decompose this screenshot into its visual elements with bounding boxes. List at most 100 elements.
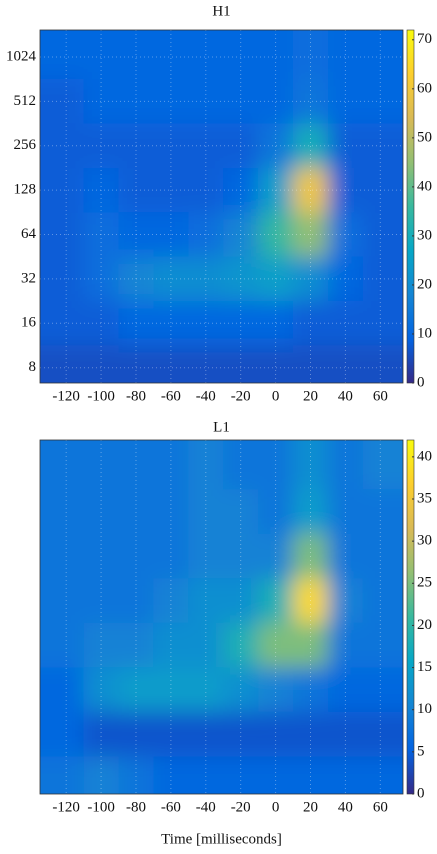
heat-cell bbox=[258, 301, 294, 347]
heat-cell bbox=[153, 79, 189, 125]
heat-cell bbox=[118, 123, 154, 169]
heat-cell bbox=[118, 440, 154, 490]
plot-area bbox=[40, 440, 403, 794]
heat-cell bbox=[83, 622, 120, 668]
heat-cell bbox=[327, 301, 364, 347]
x-tick-label: -100 bbox=[87, 799, 115, 815]
y-tick-label: 128 bbox=[14, 182, 37, 198]
heat-cell bbox=[327, 489, 364, 535]
heat-cell bbox=[118, 167, 154, 213]
heat-cell bbox=[223, 489, 259, 535]
heat-cell bbox=[188, 123, 224, 169]
heat-cell bbox=[153, 30, 189, 80]
heat-cell bbox=[327, 345, 364, 383]
heat-cell bbox=[153, 123, 189, 169]
heat-cell bbox=[327, 622, 364, 668]
heat-cell bbox=[223, 30, 259, 80]
heat-cell bbox=[327, 167, 364, 213]
heat-cell bbox=[188, 212, 224, 258]
heat-cell bbox=[40, 79, 85, 125]
heat-cell bbox=[327, 30, 364, 80]
heat-cell bbox=[258, 711, 294, 757]
x-tick-label: 0 bbox=[272, 388, 280, 404]
heat-cell bbox=[293, 533, 329, 579]
y-tick-label: 8 bbox=[29, 359, 37, 375]
heat-cell bbox=[362, 167, 403, 213]
heat-cell bbox=[153, 756, 189, 794]
heat-cell bbox=[223, 440, 259, 490]
heat-cell bbox=[40, 489, 85, 535]
heat-cell bbox=[223, 533, 259, 579]
heat-cell bbox=[293, 345, 329, 383]
heat-cell bbox=[362, 440, 403, 490]
heat-cell bbox=[118, 533, 154, 579]
x-tick-label: -120 bbox=[52, 799, 80, 815]
x-tick-label: -120 bbox=[52, 388, 80, 404]
heat-cell bbox=[258, 489, 294, 535]
heat-cell bbox=[293, 667, 329, 713]
y-tick-label: 16 bbox=[21, 315, 37, 331]
heat-cell bbox=[153, 256, 189, 302]
heat-cell bbox=[258, 30, 294, 80]
heat-cell bbox=[327, 79, 364, 125]
heat-cell bbox=[258, 440, 294, 490]
heat-cell bbox=[153, 578, 189, 624]
heat-cell bbox=[327, 212, 364, 258]
colorbar-tick-label: 35 bbox=[417, 490, 432, 506]
heat-cell bbox=[83, 533, 120, 579]
heat-cell bbox=[40, 440, 85, 490]
x-axis-label: Time [milliseconds] bbox=[161, 831, 282, 847]
heat-cell bbox=[293, 256, 329, 302]
x-tick-label: 40 bbox=[338, 799, 353, 815]
heat-cell bbox=[223, 667, 259, 713]
heat-cell bbox=[83, 756, 120, 794]
heat-cell bbox=[188, 301, 224, 347]
y-tick-label: 1024 bbox=[6, 48, 37, 64]
heat-cell bbox=[362, 667, 403, 713]
heat-cell bbox=[188, 622, 224, 668]
heat-cell bbox=[40, 756, 85, 794]
colorbar-tick-label: 70 bbox=[417, 31, 432, 47]
colorbar-tick-label: 0 bbox=[417, 785, 425, 801]
heat-cell bbox=[40, 345, 85, 383]
heat-cell bbox=[362, 30, 403, 80]
heat-cell bbox=[118, 667, 154, 713]
x-tick-label: 60 bbox=[373, 388, 388, 404]
heat-cell bbox=[153, 212, 189, 258]
heat-cell bbox=[362, 578, 403, 624]
heat-cell bbox=[258, 667, 294, 713]
heat-cell bbox=[118, 30, 154, 80]
heat-cell bbox=[258, 578, 294, 624]
heat-cell bbox=[188, 30, 224, 80]
heat-cell bbox=[40, 622, 85, 668]
heat-cell bbox=[258, 167, 294, 213]
heat-cell bbox=[40, 212, 85, 258]
heat-cell bbox=[188, 667, 224, 713]
heat-cell bbox=[118, 79, 154, 125]
plot-frame bbox=[39, 439, 404, 795]
heat-cell bbox=[258, 533, 294, 579]
heat-cell bbox=[40, 667, 85, 713]
colorbar-tick-label: 60 bbox=[417, 80, 432, 96]
heat-cell bbox=[153, 301, 189, 347]
heat-cell bbox=[40, 167, 85, 213]
heat-cell bbox=[40, 533, 85, 579]
colorbar-tick-label: 40 bbox=[417, 448, 432, 464]
colorbar bbox=[406, 439, 415, 795]
y-tick-label: 256 bbox=[14, 137, 37, 153]
heat-cell bbox=[293, 440, 329, 490]
heat-cell bbox=[40, 123, 85, 169]
x-tick-label: -60 bbox=[161, 388, 181, 404]
y-tick-label: 32 bbox=[21, 270, 36, 286]
heat-cell bbox=[118, 345, 154, 383]
heat-cell bbox=[293, 711, 329, 757]
heat-cell bbox=[223, 756, 259, 794]
heat-cell bbox=[153, 622, 189, 668]
heat-cell bbox=[362, 301, 403, 347]
heat-cell bbox=[258, 622, 294, 668]
heat-cell bbox=[40, 256, 85, 302]
heat-cell bbox=[293, 756, 329, 794]
heat-cell bbox=[223, 711, 259, 757]
heat-cell bbox=[188, 79, 224, 125]
